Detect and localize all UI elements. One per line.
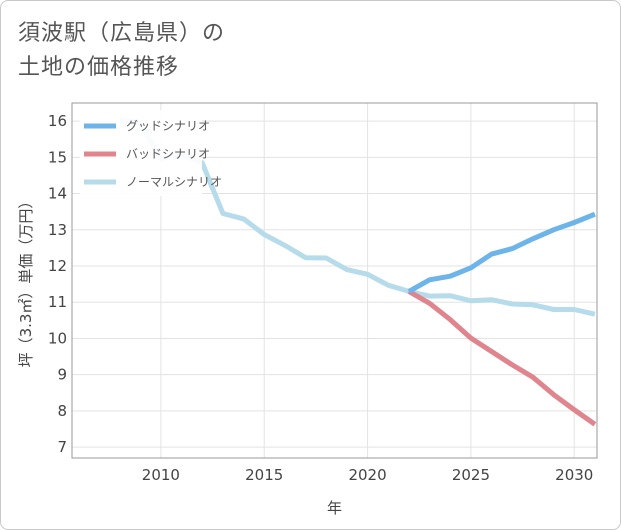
title-line-2: 土地の価格推移 [18, 55, 180, 80]
x-tick-label: 2030 [555, 466, 593, 484]
series-line-1 [407, 289, 597, 427]
y-tick-label: 15 [48, 148, 67, 166]
y-tick-label: 11 [48, 293, 67, 311]
legend-label: ノーマルシナリオ [126, 175, 222, 189]
legend-label: グッドシナリオ [126, 119, 210, 133]
chart-title: 須波駅（広島県）の 土地の価格推移 [18, 17, 225, 85]
y-tick-label: 16 [48, 112, 67, 130]
x-tick-label: 2025 [452, 466, 490, 484]
y-axis-label: 坪（3.3㎡）単価（万円） [17, 194, 35, 368]
x-axis-label: 年 [327, 499, 342, 517]
tick-labels: 2010 2015 2020 2025 2030 7 8 9 10 11 12 13 14 15 16 [48, 112, 593, 484]
plot-area [71, 102, 598, 459]
x-tick-label: 2010 [142, 466, 180, 484]
y-tick-label: 13 [48, 221, 67, 239]
title-line-1: 須波駅（広島県）の [18, 21, 226, 46]
y-tick-label: 7 [57, 438, 67, 456]
x-tick-label: 2015 [245, 466, 283, 484]
legend-label: バッドシナリオ [126, 147, 210, 161]
series-line-0 [407, 211, 596, 294]
y-tick-label: 10 [48, 329, 67, 347]
y-tick-label: 9 [57, 366, 67, 384]
x-tick-label: 2020 [348, 466, 386, 484]
y-tick-label: 8 [57, 402, 67, 420]
y-tick-label: 14 [48, 185, 67, 203]
y-tick-label: 12 [48, 257, 67, 275]
